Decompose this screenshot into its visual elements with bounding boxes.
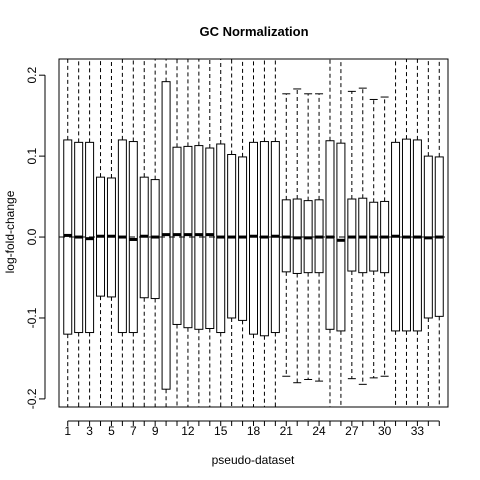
- box-body: [150, 179, 160, 300]
- box-body: [259, 141, 269, 337]
- box-10: [161, 59, 171, 407]
- box-33: [412, 59, 422, 407]
- x-tick-label: 21: [280, 424, 294, 438]
- box-14: [205, 59, 215, 407]
- box-26: [336, 59, 346, 407]
- plot-area: [58, 58, 449, 408]
- box-13: [194, 59, 204, 407]
- box-34: [423, 59, 433, 407]
- box-4: [96, 59, 106, 407]
- box-11: [172, 59, 182, 407]
- box-body: [401, 138, 411, 332]
- box-31: [391, 59, 401, 407]
- chart-title: GC Normalization: [199, 24, 308, 39]
- y-axis: -0.2 -0.1 0.0 0.1 0.2: [25, 67, 46, 409]
- x-tick-label: 27: [345, 424, 359, 438]
- box-body: [205, 147, 215, 329]
- box-12: [183, 59, 193, 407]
- x-tick-label: 7: [130, 424, 137, 438]
- box-body: [412, 139, 422, 332]
- box-22: [292, 88, 302, 384]
- box-15: [216, 59, 226, 407]
- box-18: [249, 59, 258, 407]
- box-body: [292, 198, 302, 274]
- box-25: [325, 59, 335, 407]
- x-tick-label: 12: [181, 424, 195, 438]
- box-body: [238, 156, 248, 321]
- x-tick-label: 1: [64, 424, 71, 438]
- x-tick-label: 18: [247, 424, 261, 438]
- x-tick-label: 30: [378, 424, 392, 438]
- box-35: [434, 59, 444, 407]
- x-tick-label: 15: [214, 424, 228, 438]
- box-20: [270, 59, 280, 407]
- box-2: [74, 59, 84, 407]
- x-tick-label: 33: [411, 424, 425, 438]
- x-tick-label: 3: [86, 424, 93, 438]
- box-28: [358, 87, 368, 385]
- box-5: [106, 59, 116, 407]
- x-tick-label: 24: [312, 424, 326, 438]
- plot-frame: [58, 58, 449, 408]
- x-axis-label: pseudo-dataset: [212, 453, 295, 467]
- box-1: [63, 59, 73, 407]
- box-3: [85, 59, 95, 407]
- box-8: [139, 59, 149, 407]
- box-7: [128, 59, 138, 407]
- box-body: [325, 140, 335, 330]
- y-tick-label: -0.2: [25, 388, 39, 409]
- box-27: [347, 90, 357, 380]
- x-tick-label: 9: [152, 424, 159, 438]
- y-tick-label: 0.0: [25, 228, 39, 245]
- y-tick-label: -0.1: [25, 307, 39, 328]
- y-tick-label: 0.2: [25, 67, 39, 84]
- box-19: [259, 59, 269, 407]
- x-tick-label: 5: [108, 424, 115, 438]
- box-body: [358, 197, 368, 274]
- y-axis-label: log-fold-change: [3, 190, 17, 273]
- box-6: [117, 59, 127, 407]
- box-9: [150, 59, 160, 407]
- y-tick-label: 0.1: [25, 147, 39, 164]
- box-16: [227, 59, 237, 407]
- box-body: [347, 198, 357, 272]
- box-29: [369, 98, 379, 379]
- box-17: [238, 59, 248, 407]
- x-axis: 1 3 5 7 9 12 15 18 21 24 27 30 33: [64, 420, 440, 438]
- box-21: [281, 93, 291, 377]
- box-32: [401, 59, 411, 407]
- box-body: [249, 141, 258, 335]
